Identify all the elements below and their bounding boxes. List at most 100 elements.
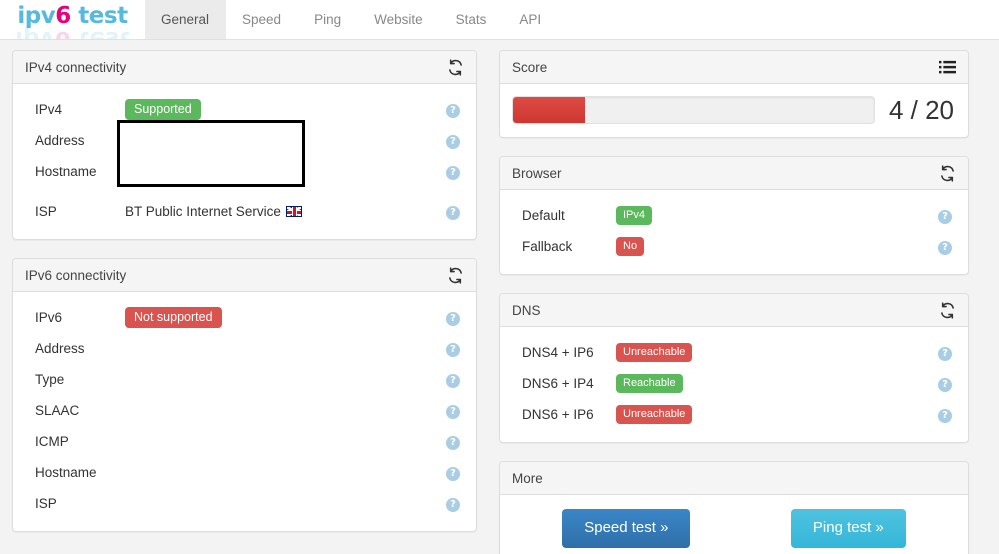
row-dns4-ip6: DNS4 + IP6 Unreachable ? bbox=[512, 337, 956, 368]
help-cell-ipv6-hostname: ? bbox=[446, 464, 464, 481]
refresh-icon[interactable] bbox=[447, 266, 464, 284]
help-cell-ipv6-address: ? bbox=[446, 340, 464, 357]
help-icon[interactable]: ? bbox=[938, 378, 952, 392]
row-ipv4: IPv4 Supported ? bbox=[25, 94, 464, 125]
panel-ipv6-connectivity: IPv6 connectivity IPv6 Not supported ? bbox=[12, 258, 477, 532]
help-icon[interactable]: ? bbox=[938, 409, 952, 423]
uk-flag-icon bbox=[285, 206, 302, 217]
help-icon[interactable]: ? bbox=[446, 312, 460, 326]
panel-title-ipv4: IPv4 connectivity bbox=[25, 59, 127, 75]
help-icon[interactable]: ? bbox=[446, 436, 460, 450]
help-icon[interactable]: ? bbox=[446, 206, 460, 220]
tab-speed[interactable]: Speed bbox=[242, 12, 282, 27]
tab-stats[interactable]: Stats bbox=[455, 12, 487, 27]
refresh-icon[interactable] bbox=[939, 301, 956, 319]
row-value-ipv6-type bbox=[125, 371, 446, 389]
status-badge-dns4-ip6: Unreachable bbox=[616, 343, 693, 362]
help-icon[interactable]: ? bbox=[938, 347, 952, 361]
tab-api[interactable]: API bbox=[519, 12, 542, 27]
row-label-ipv6-address: Address bbox=[35, 341, 85, 356]
help-icon[interactable]: ? bbox=[446, 374, 460, 388]
panel-body-browser: Default IPv4 ? Fallback No ? bbox=[500, 190, 968, 274]
help-icon[interactable]: ? bbox=[446, 104, 460, 118]
speed-test-button[interactable]: Speed test » bbox=[562, 509, 691, 548]
row-label-ipv6-type: Type bbox=[35, 372, 65, 387]
row-value-ipv6-address bbox=[125, 340, 446, 358]
status-badge-ipv4: Supported bbox=[125, 98, 201, 121]
help-icon[interactable]: ? bbox=[446, 467, 460, 481]
page-content: IPv4 connectivity IPv4 Supported ? bbox=[0, 40, 999, 554]
help-cell-ipv4: ? bbox=[446, 101, 464, 118]
help-cell-ipv6-icmp: ? bbox=[446, 433, 464, 450]
row-dns6-ip4: DNS6 + IP4 Reachable ? bbox=[512, 368, 956, 399]
row-dns6-ip6: DNS6 + IP6 Unreachable ? bbox=[512, 399, 956, 430]
row-label-ipv6-slaac: SLAAC bbox=[35, 403, 80, 418]
row-value-browser-default: IPv4 bbox=[616, 206, 938, 225]
row-label-ipv6-icmp: ICMP bbox=[35, 434, 69, 449]
panel-header-ipv4: IPv4 connectivity bbox=[13, 51, 476, 84]
panel-more: More Speed test » Ping test » bbox=[499, 461, 969, 554]
row-ipv6-isp: ISP ? bbox=[25, 488, 464, 519]
help-icon[interactable]: ? bbox=[446, 405, 460, 419]
row-label-browser-fallback: Fallback bbox=[522, 239, 573, 254]
row-browser-default: Default IPv4 ? bbox=[512, 200, 956, 231]
row-label-ipv4-isp: ISP bbox=[35, 204, 57, 219]
row-label-dns4-ip6: DNS4 + IP6 bbox=[522, 345, 594, 360]
panel-dns: DNS DNS4 + IP6 Unreachable ? bbox=[499, 293, 969, 443]
help-cell-dns6-ip4: ? bbox=[938, 375, 956, 392]
panel-body-ipv6: IPv6 Not supported ? Address ? bbox=[13, 292, 476, 531]
help-icon[interactable]: ? bbox=[938, 210, 952, 224]
panel-header-browser: Browser bbox=[500, 157, 968, 190]
help-icon[interactable]: ? bbox=[446, 343, 460, 357]
status-badge-dns6-ip6: Unreachable bbox=[616, 405, 693, 424]
tab-ping[interactable]: Ping bbox=[314, 12, 342, 27]
row-browser-fallback: Fallback No ? bbox=[512, 231, 956, 262]
score-progress-bar[interactable] bbox=[512, 96, 875, 124]
row-value-dns6-ip6: Unreachable bbox=[616, 405, 938, 424]
panel-body-dns: DNS4 + IP6 Unreachable ? DNS6 + IP4 Reac… bbox=[500, 327, 968, 442]
tab-website[interactable]: Website bbox=[374, 12, 423, 27]
redaction-box bbox=[117, 120, 305, 187]
panel-header-score: Score bbox=[500, 51, 968, 84]
site-logo[interactable]: ipv6 test ipv6 test bbox=[0, 0, 145, 40]
help-cell-ipv6-isp: ? bbox=[446, 495, 464, 512]
row-ipv4-hostname: Hostname ? bbox=[25, 156, 464, 187]
row-value-ipv6-icmp bbox=[125, 433, 446, 451]
row-ipv6-address: Address ? bbox=[25, 333, 464, 364]
panel-browser: Browser Default IPv4 ? bbox=[499, 156, 969, 275]
panel-body-score: 4 / 20 bbox=[500, 84, 968, 137]
ping-test-button[interactable]: Ping test » bbox=[790, 509, 906, 548]
logo-text-test: test bbox=[70, 3, 128, 29]
help-icon[interactable]: ? bbox=[446, 166, 460, 180]
logo-text-ipv: ipv bbox=[17, 3, 56, 29]
left-column: IPv4 connectivity IPv4 Supported ? bbox=[12, 50, 477, 550]
panel-title-more: More bbox=[512, 470, 543, 486]
status-badge-ipv6: Not supported bbox=[125, 306, 222, 329]
help-icon[interactable]: ? bbox=[938, 241, 952, 255]
panel-title-browser: Browser bbox=[512, 165, 562, 181]
help-cell-browser-fallback: ? bbox=[938, 238, 956, 255]
row-value-ipv6-slaac bbox=[125, 402, 446, 420]
tab-general[interactable]: General bbox=[145, 0, 227, 39]
panel-title-dns: DNS bbox=[512, 302, 541, 318]
help-cell-ipv6-type: ? bbox=[446, 371, 464, 388]
row-value-ipv6-isp bbox=[125, 495, 446, 513]
row-value-ipv6-hostname bbox=[125, 464, 446, 482]
help-cell-ipv4-address: ? bbox=[446, 132, 464, 149]
status-badge-browser-fallback: No bbox=[616, 237, 645, 256]
help-icon[interactable]: ? bbox=[446, 498, 460, 512]
status-badge-browser-default: IPv4 bbox=[616, 206, 653, 225]
help-icon[interactable]: ? bbox=[446, 135, 460, 149]
panel-body-ipv4: IPv4 Supported ? Address ? Ho bbox=[13, 84, 476, 239]
row-value-ipv4: Supported bbox=[125, 98, 446, 121]
row-label-ipv6-hostname: Hostname bbox=[35, 465, 97, 480]
right-column: Score 4 / 20 bbox=[499, 50, 969, 554]
refresh-icon[interactable] bbox=[447, 58, 464, 76]
list-icon[interactable] bbox=[939, 60, 956, 75]
row-label-ipv6-isp: ISP bbox=[35, 496, 57, 511]
help-cell-dns6-ip6: ? bbox=[938, 406, 956, 423]
panel-header-ipv6: IPv6 connectivity bbox=[13, 259, 476, 292]
refresh-icon[interactable] bbox=[939, 164, 956, 182]
logo-text-6: 6 bbox=[55, 3, 71, 29]
row-label-dns6-ip4: DNS6 + IP4 bbox=[522, 376, 594, 391]
